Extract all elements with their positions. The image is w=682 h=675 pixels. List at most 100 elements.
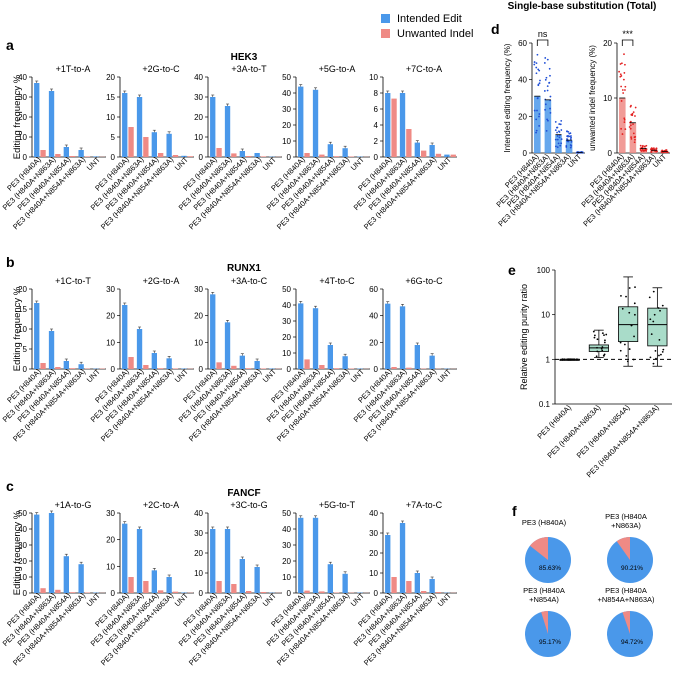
bar-unwanted-indel	[421, 150, 427, 157]
data-point	[639, 149, 642, 151]
bar-intended-edit	[181, 155, 187, 157]
y-tick-label: 10	[603, 94, 612, 103]
data-point	[659, 309, 661, 312]
data-point	[629, 127, 632, 130]
y-tick-label: 0	[23, 589, 28, 598]
chart-title: +1A-to-G	[55, 500, 92, 510]
data-point	[633, 313, 636, 316]
y-tick-label: 40	[518, 76, 527, 85]
bar-intended-edit	[210, 294, 216, 369]
data-point	[603, 341, 606, 344]
y-tick-label: 20	[18, 285, 27, 294]
y-tick-label: 15	[18, 305, 27, 314]
data-point	[653, 313, 656, 316]
y-tick-label: 0	[523, 149, 528, 158]
data-point	[625, 295, 627, 298]
bar-intended-edit	[254, 567, 260, 593]
data-point	[571, 358, 574, 361]
bar	[629, 122, 637, 153]
bar-unwanted-indel	[231, 153, 237, 157]
data-point	[622, 92, 625, 94]
data-point	[558, 123, 561, 125]
panel-letter-f: f	[512, 503, 517, 519]
bar-unwanted-indel	[172, 155, 179, 157]
data-point	[660, 353, 662, 356]
pie-slice-indel	[529, 537, 548, 560]
bar-intended-edit	[429, 145, 435, 157]
legend-label-indel: Unwanted Indel	[397, 28, 473, 40]
data-point	[603, 334, 605, 336]
bar-intended-edit	[63, 147, 69, 157]
pie-value-label: 95.17%	[539, 639, 561, 646]
bar-unwanted-indel	[406, 581, 412, 593]
data-point	[570, 136, 572, 139]
bar-unwanted-indel	[319, 154, 325, 157]
y-tick-label: 0	[111, 153, 116, 162]
gene-title-hek3: HEK3	[231, 52, 258, 63]
data-point	[645, 144, 648, 147]
y-tick-label: 40	[194, 73, 203, 82]
bar-intended-edit	[210, 529, 216, 593]
y-tick-label: 20	[369, 549, 378, 558]
data-point	[652, 290, 655, 293]
y-tick-label: 8	[374, 89, 379, 98]
bar	[619, 98, 626, 153]
y-tick-label: 10	[106, 113, 115, 122]
y-tick-label: 10	[194, 338, 203, 347]
data-point	[661, 351, 664, 353]
y-tick-label: 0	[199, 365, 204, 374]
data-point	[630, 136, 633, 139]
data-point	[569, 146, 572, 149]
data-point	[563, 358, 566, 361]
data-point	[536, 53, 539, 56]
chart-title: +7A-to-C	[406, 500, 443, 510]
y-tick-label: 30	[282, 541, 291, 550]
bar-intended-edit	[136, 329, 143, 369]
y-tick-label: 10	[18, 573, 27, 582]
y-tick-label: 0	[287, 589, 292, 598]
bar-intended-edit	[327, 345, 333, 369]
chart-title: +3A-to-T	[231, 64, 267, 74]
data-point	[554, 121, 557, 123]
pie-value-label: 85.63%	[539, 565, 561, 572]
data-point	[576, 358, 578, 361]
bar-intended-edit	[151, 132, 157, 157]
data-point	[569, 144, 572, 146]
data-point	[558, 130, 560, 133]
y-tick-label: 10	[106, 562, 115, 571]
bar-unwanted-indel	[260, 156, 267, 157]
data-point	[625, 354, 628, 357]
y-tick-label: 10	[18, 325, 27, 334]
legend-swatch-indel	[381, 29, 390, 38]
data-point	[633, 141, 636, 144]
data-point	[593, 334, 596, 337]
data-point	[634, 115, 636, 117]
data-point	[645, 149, 648, 152]
bar	[544, 99, 552, 153]
data-point	[596, 338, 599, 341]
bar-unwanted-indel	[334, 368, 340, 369]
y-tick-label: 40	[369, 312, 378, 321]
data-point	[624, 128, 627, 131]
data-point	[628, 287, 631, 289]
data-point	[543, 62, 546, 64]
pie-value-label: 90.21%	[621, 565, 643, 572]
data-point	[535, 66, 538, 69]
y-tick-label: 0	[23, 365, 28, 374]
data-point	[546, 85, 549, 87]
bar-unwanted-indel	[84, 156, 91, 157]
data-point	[623, 343, 626, 346]
data-point	[633, 335, 635, 338]
bar-unwanted-indel	[435, 592, 442, 593]
data-point	[634, 106, 637, 109]
y-axis-label: unwanted indel frequency (%)	[588, 45, 597, 151]
y-axis-label-a: Editing frequency %	[12, 74, 23, 159]
bar-intended-edit	[93, 156, 99, 157]
data-point	[558, 136, 561, 139]
y-tick-label: 20	[106, 73, 115, 82]
y-axis-label-c: Editing frequency %	[12, 510, 23, 595]
data-point	[535, 62, 538, 65]
data-point	[559, 123, 562, 126]
bar-intended-edit	[48, 331, 55, 369]
